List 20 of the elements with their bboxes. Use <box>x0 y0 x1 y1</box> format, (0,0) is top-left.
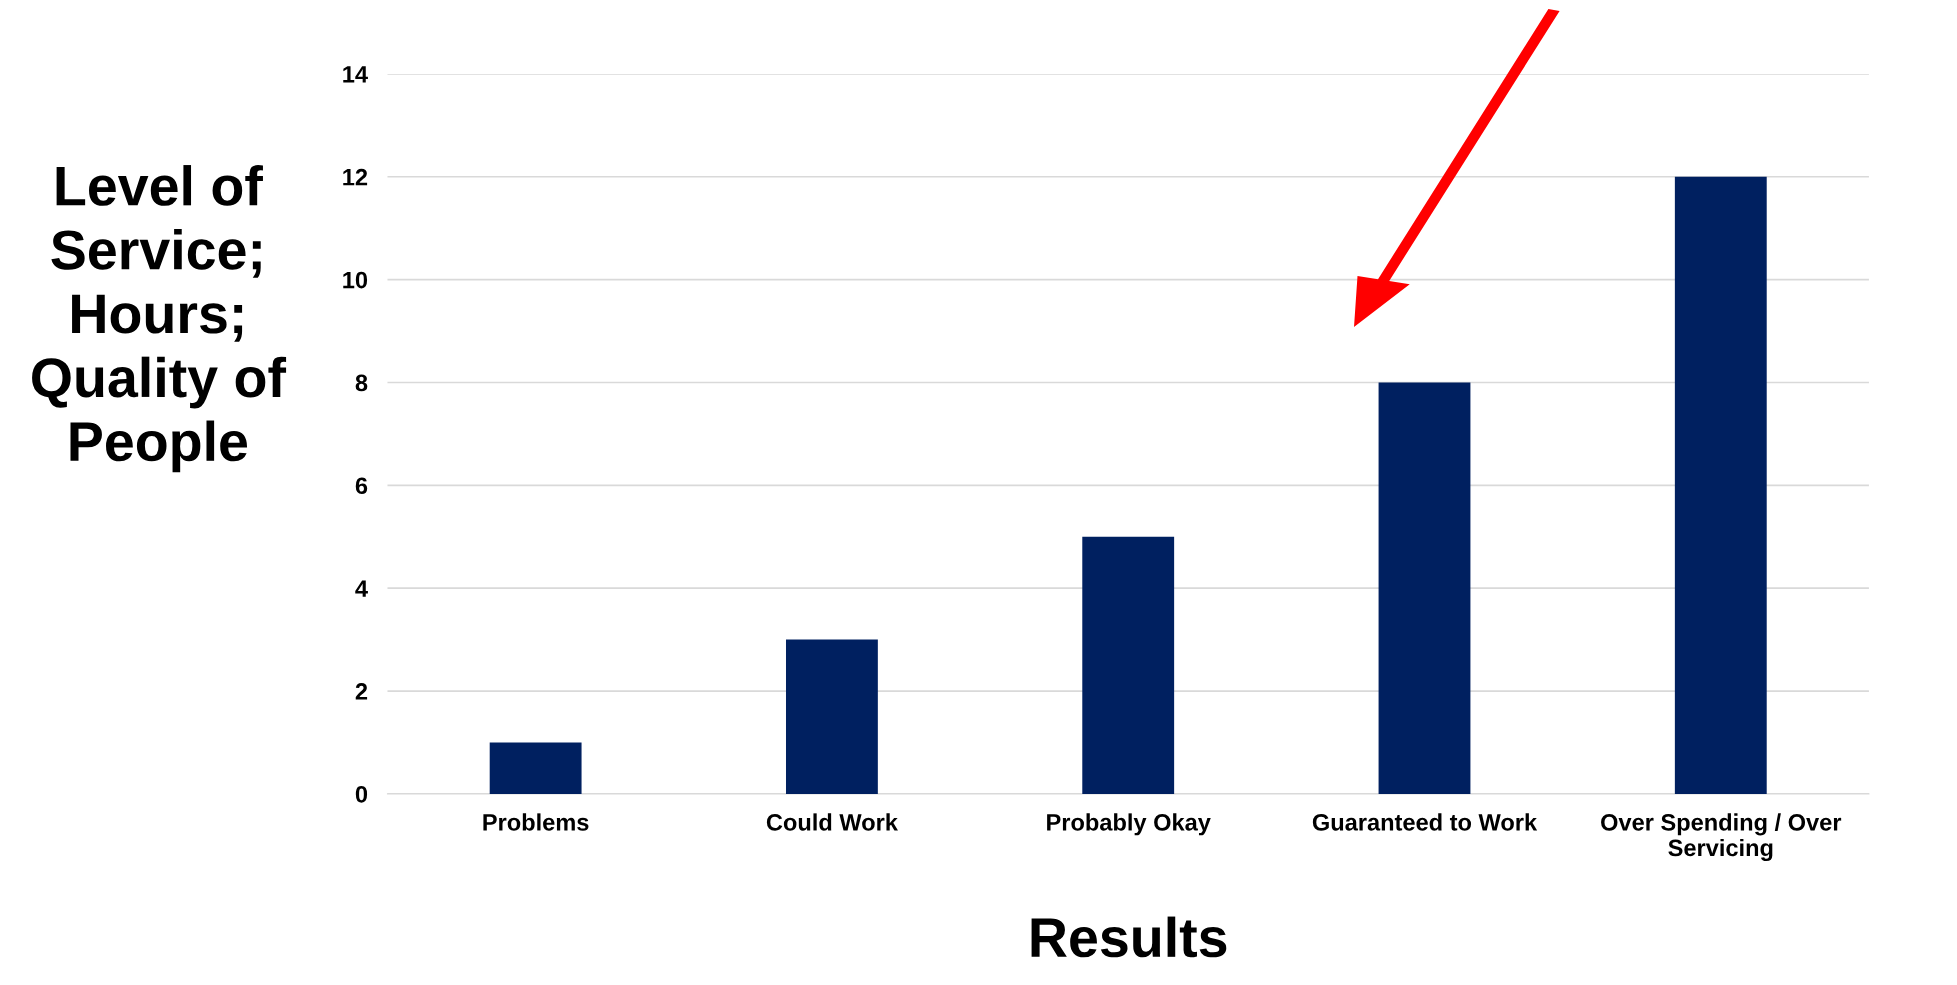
bar <box>1082 536 1175 794</box>
x-tick-label: Problems <box>483 813 589 831</box>
x-tick-label: Over Spending / Over Servicing <box>1601 813 1842 861</box>
x-axis-title: Results <box>1031 916 1227 958</box>
x-tick-label: Probably Okay <box>1047 813 1211 836</box>
y-tick-label: 4 <box>355 580 368 597</box>
bar <box>1378 382 1471 794</box>
y-tick-label: 6 <box>355 477 368 495</box>
y-tick-label: 2 <box>355 683 368 700</box>
x-tick-label: Guaranteed to Work <box>1312 813 1538 831</box>
y-axis-title: Level of Service; Hours; Quality of People <box>32 165 287 473</box>
y-tick-label: 14 <box>343 66 368 83</box>
bar <box>1674 176 1767 794</box>
y-tick-label: 12 <box>343 168 368 186</box>
x-tick-label: Could Work <box>766 813 898 831</box>
bar <box>489 742 582 794</box>
y-tick-label: 10 <box>343 271 368 289</box>
y-tick-label: 0 <box>355 785 368 803</box>
bar <box>786 639 878 794</box>
y-tick-label: 8 <box>355 374 368 392</box>
